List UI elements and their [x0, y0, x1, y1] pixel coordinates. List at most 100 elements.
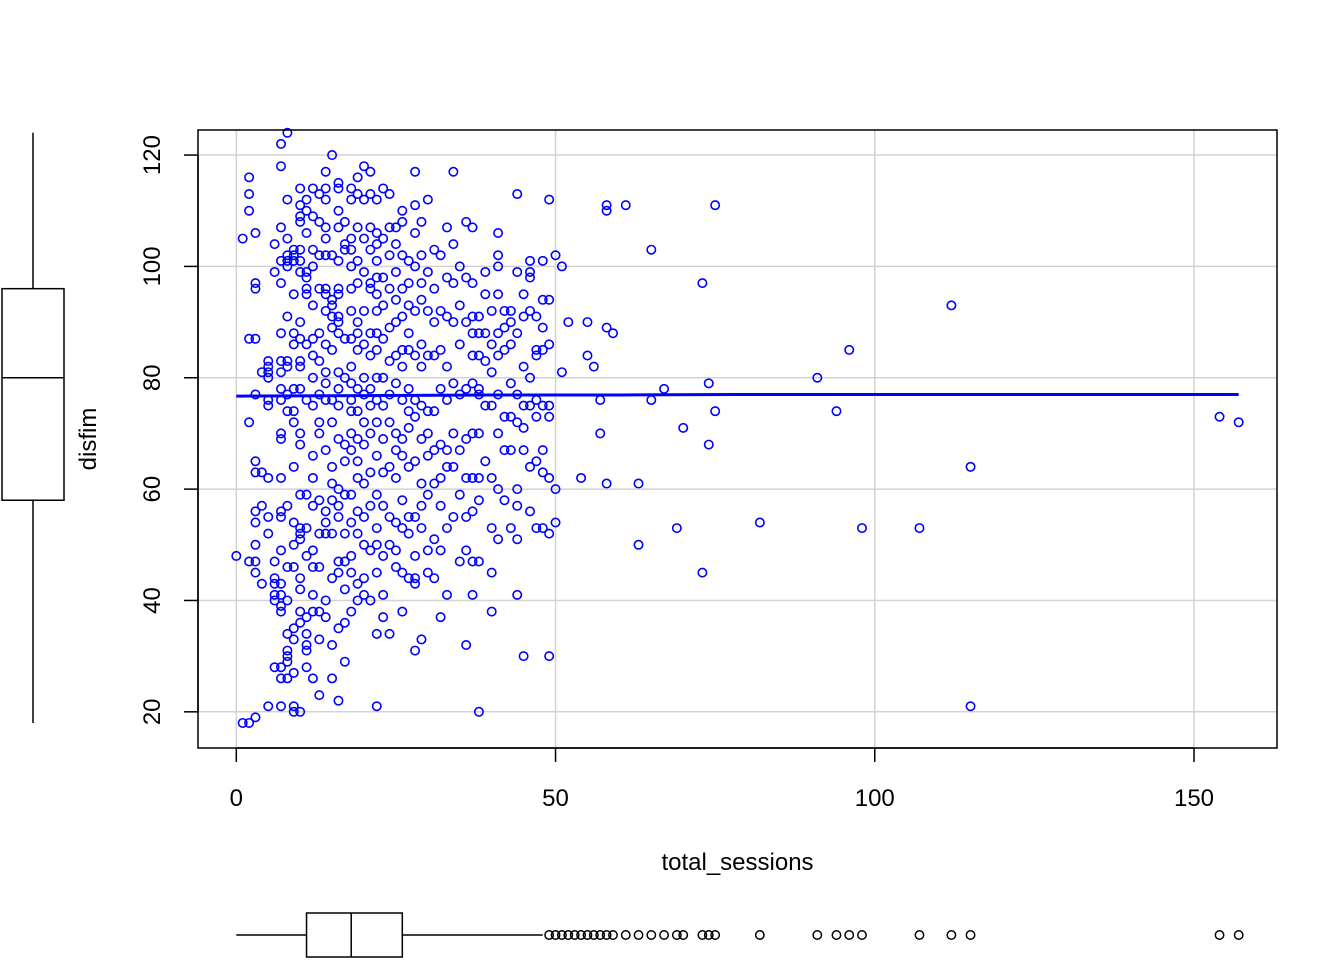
data-point	[275, 278, 286, 289]
data-point	[454, 556, 465, 567]
data-point	[524, 372, 535, 383]
data-point	[531, 411, 542, 422]
data-point	[320, 595, 331, 606]
data-point	[531, 311, 542, 322]
data-point	[256, 467, 267, 478]
data-point	[333, 556, 344, 567]
data-point	[403, 344, 414, 355]
data-point	[263, 400, 274, 411]
data-point	[659, 383, 670, 394]
data-point	[282, 261, 293, 272]
data-point	[307, 606, 318, 617]
data-point	[416, 478, 427, 489]
data-point	[518, 422, 529, 433]
data-point	[499, 495, 510, 506]
data-point	[282, 645, 293, 656]
data-point	[422, 489, 433, 500]
data-point	[429, 478, 440, 489]
data-point	[435, 250, 446, 261]
data-point	[250, 456, 261, 467]
data-point	[416, 400, 427, 411]
data-point	[275, 356, 286, 367]
data-point	[269, 662, 280, 673]
data-point	[275, 328, 286, 339]
data-point	[390, 294, 401, 305]
data-point	[454, 445, 465, 456]
data-point	[288, 417, 299, 428]
data-point	[378, 612, 389, 623]
data-point	[288, 255, 299, 266]
data-point	[544, 294, 555, 305]
data-point	[505, 411, 516, 422]
data-point	[250, 389, 261, 400]
data-point	[537, 523, 548, 534]
data-point	[429, 350, 440, 361]
data-point	[480, 289, 491, 300]
data-point	[269, 239, 280, 250]
data-point	[327, 495, 338, 506]
data-point	[493, 484, 504, 495]
data-point	[410, 200, 421, 211]
data-point	[410, 261, 421, 272]
data-point	[518, 400, 529, 411]
data-point	[275, 255, 286, 266]
data-point	[397, 205, 408, 216]
x-box-outlier	[563, 930, 574, 940]
data-point	[333, 367, 344, 378]
data-point	[333, 567, 344, 578]
data-point	[275, 428, 286, 439]
data-point	[288, 244, 299, 255]
data-point	[454, 489, 465, 500]
data-point	[390, 472, 401, 483]
data-point	[371, 523, 382, 534]
y-tick-label: 120	[139, 135, 166, 175]
data-point	[352, 433, 363, 444]
data-point	[441, 361, 452, 372]
fit-line-group	[236, 393, 1239, 398]
data-point	[282, 127, 293, 138]
data-point	[307, 500, 318, 511]
x-box-outlier	[544, 930, 555, 940]
data-point	[282, 361, 293, 372]
x-box-outlier	[576, 930, 587, 940]
data-point	[493, 261, 504, 272]
data-point	[365, 595, 376, 606]
data-point	[250, 539, 261, 550]
x-box-outlier	[697, 930, 708, 940]
data-point	[429, 445, 440, 456]
data-point	[493, 350, 504, 361]
data-point	[307, 244, 318, 255]
data-point	[307, 472, 318, 483]
data-point	[346, 244, 357, 255]
data-point	[371, 567, 382, 578]
data-point	[352, 506, 363, 517]
data-point	[301, 272, 312, 283]
data-point	[275, 589, 286, 600]
data-point	[358, 417, 369, 428]
x-axis: 0 50 100 150	[230, 747, 1214, 812]
data-point	[301, 205, 312, 216]
data-point	[467, 506, 478, 517]
data-point	[275, 433, 286, 444]
data-point	[493, 289, 504, 300]
data-point	[512, 189, 523, 200]
data-point	[339, 372, 350, 383]
x-box-outlier	[608, 930, 618, 940]
data-point	[333, 328, 344, 339]
data-point	[275, 472, 286, 483]
data-point	[601, 200, 612, 211]
data-point	[467, 311, 478, 322]
data-point	[518, 445, 529, 456]
data-point	[524, 305, 535, 316]
data-point	[346, 517, 357, 528]
data-point	[301, 266, 312, 277]
data-point	[378, 433, 389, 444]
data-point	[282, 562, 293, 573]
data-point	[505, 378, 516, 389]
data-point	[295, 317, 306, 328]
data-point	[358, 372, 369, 383]
data-point	[429, 317, 440, 328]
data-point	[384, 461, 395, 472]
data-point	[269, 589, 280, 600]
data-point	[435, 383, 446, 394]
